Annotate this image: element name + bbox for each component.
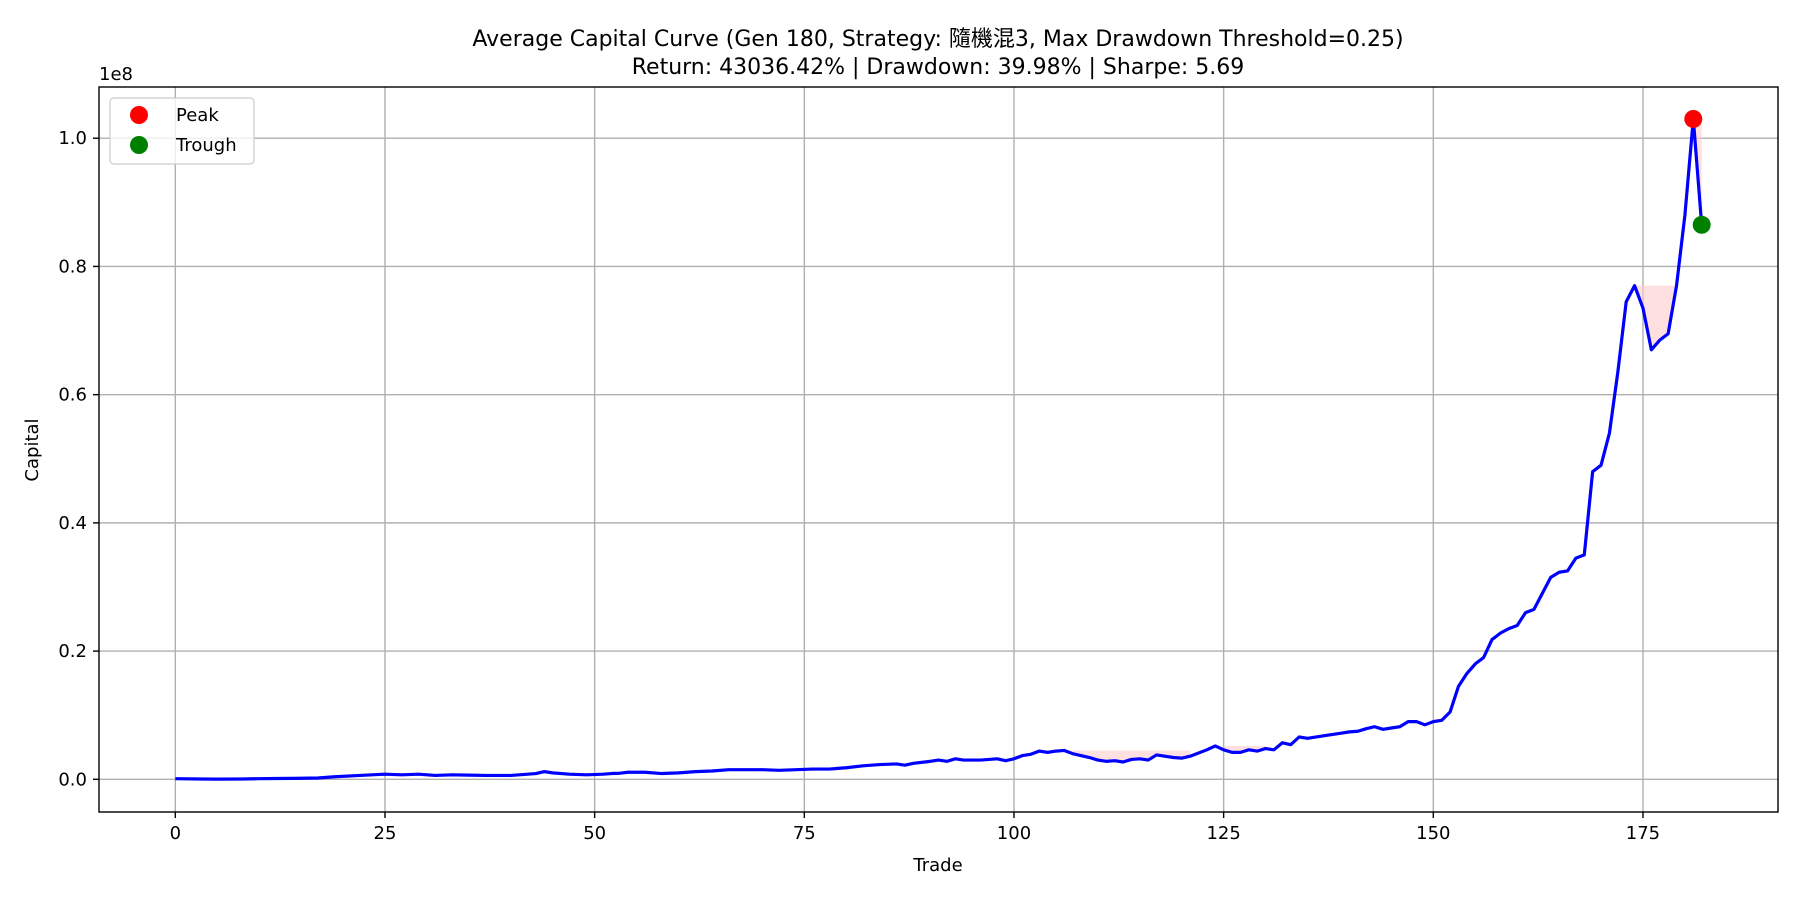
capital-series-line bbox=[175, 117, 1704, 781]
legend-peak-label: Peak bbox=[176, 105, 219, 126]
y-tick-label: 0.4 bbox=[58, 513, 87, 534]
x-tick-label: 25 bbox=[374, 823, 397, 844]
x-axis-label: Trade bbox=[912, 855, 962, 876]
x-tick-label: 175 bbox=[1626, 823, 1660, 844]
legend: Peak Trough bbox=[109, 97, 255, 165]
peak-trough-markers bbox=[1684, 109, 1711, 234]
peak-marker bbox=[1684, 109, 1703, 128]
x-tick-label: 100 bbox=[997, 823, 1031, 844]
y-scale-label: 1e8 bbox=[99, 64, 133, 85]
chart-title: Average Capital Curve (Gen 180, Strategy… bbox=[472, 27, 1403, 52]
plot-frame bbox=[98, 86, 1779, 813]
trough-marker bbox=[1692, 215, 1711, 234]
x-tick-label: 150 bbox=[1416, 823, 1450, 844]
x-tick-label: 0 bbox=[170, 823, 181, 844]
legend-trough-label: Trough bbox=[175, 135, 237, 156]
y-tick-label: 0.0 bbox=[58, 769, 87, 790]
y-tick-label: 0.2 bbox=[58, 641, 87, 662]
y-axis-label: Capital bbox=[22, 418, 43, 481]
x-ticks: 0 25 50 75 100 125 150 175 bbox=[170, 812, 1660, 844]
y-tick-label: 0.8 bbox=[58, 256, 87, 277]
chart-subtitle: Return: 43036.42% | Drawdown: 39.98% | S… bbox=[632, 55, 1245, 80]
y-tick-label: 1.0 bbox=[58, 128, 87, 149]
legend-trough-marker bbox=[130, 136, 148, 154]
legend-peak-marker bbox=[130, 106, 148, 124]
series-lines bbox=[175, 117, 1704, 781]
x-tick-label: 75 bbox=[793, 823, 816, 844]
grid-lines bbox=[99, 87, 1778, 812]
y-tick-label: 0.6 bbox=[58, 385, 87, 406]
x-tick-label: 50 bbox=[583, 823, 606, 844]
drawdown-area bbox=[1072, 750, 1191, 762]
y-ticks: 0.0 0.2 0.4 0.6 0.8 1.0 bbox=[58, 128, 99, 790]
x-tick-label: 125 bbox=[1206, 823, 1240, 844]
